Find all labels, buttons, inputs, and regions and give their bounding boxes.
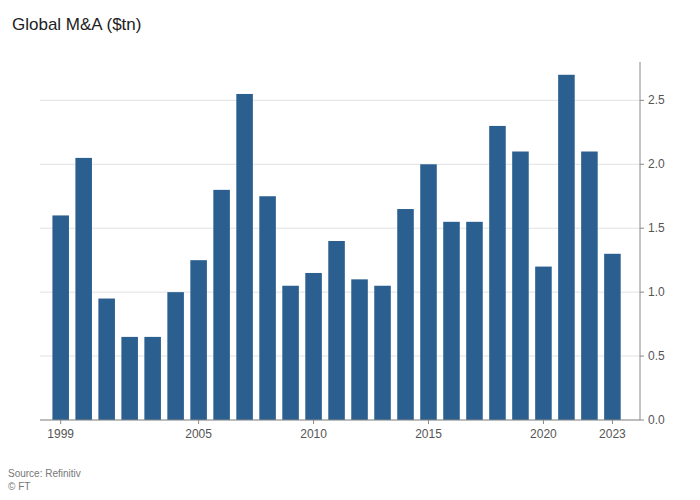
bar (305, 273, 322, 420)
x-tick (428, 420, 429, 424)
y-tick (640, 228, 644, 229)
y-tick (640, 292, 644, 293)
bar (213, 190, 230, 420)
y-tick (640, 100, 644, 101)
bar (535, 267, 552, 420)
bar (581, 152, 598, 421)
bar (75, 158, 92, 420)
source-note: Source: Refinitiv (8, 468, 81, 479)
y-tick (640, 356, 644, 357)
bar (420, 164, 437, 420)
x-tick-label: 1999 (47, 427, 74, 441)
x-tick (543, 420, 544, 424)
x-tick-label: 2020 (530, 427, 557, 441)
bar (167, 292, 184, 420)
bar (121, 337, 138, 420)
bar (489, 126, 506, 420)
grid-line (40, 420, 640, 421)
bar (604, 254, 621, 420)
bar (558, 75, 575, 420)
x-tick (60, 420, 61, 424)
y-tick (640, 420, 644, 421)
bar (466, 222, 483, 420)
grid-line (40, 164, 640, 165)
x-tick-label: 2015 (415, 427, 442, 441)
source-note: © FT (8, 481, 30, 492)
bar (397, 209, 414, 420)
x-tick-label: 2010 (300, 427, 327, 441)
bar (512, 152, 529, 421)
bar (351, 279, 368, 420)
x-tick-label: 2005 (185, 427, 212, 441)
bar (282, 286, 299, 420)
y-tick-label: 0.5 (648, 349, 665, 363)
y-tick-label: 1.0 (648, 285, 665, 299)
bars (52, 75, 620, 420)
bar (144, 337, 161, 420)
x-tick (612, 420, 613, 424)
y-tick-label: 0.0 (648, 413, 665, 427)
y-tick-label: 2.0 (648, 157, 665, 171)
y-tick-label: 1.5 (648, 221, 665, 235)
bar (52, 215, 69, 420)
bar (98, 299, 115, 420)
x-tick-label: 2023 (599, 427, 626, 441)
x-axis: 1999 2005 2010 2015 2020 2023 (47, 420, 626, 441)
y-tick (640, 164, 644, 165)
grid-line (40, 100, 640, 101)
x-tick (313, 420, 314, 424)
bar (443, 222, 460, 420)
x-axis-line (40, 420, 640, 421)
chart-title: Global M&A ($tn) (12, 15, 141, 34)
bar (236, 94, 253, 420)
x-tick (198, 420, 199, 424)
bar (259, 196, 276, 420)
y-tick-label: 2.5 (648, 93, 665, 107)
bar (328, 241, 345, 420)
y-axis-line (640, 62, 641, 420)
bar (190, 260, 207, 420)
bar (374, 286, 391, 420)
grid-line (40, 228, 640, 229)
